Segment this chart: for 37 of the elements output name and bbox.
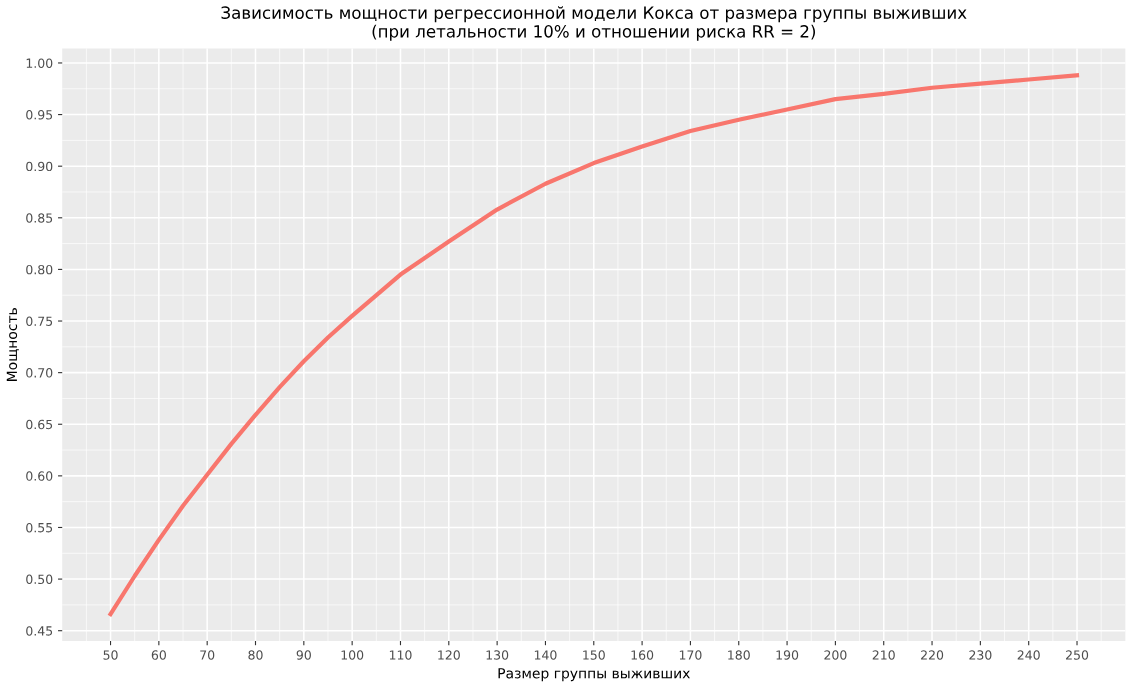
y-tick-label: 0.85 <box>26 213 53 223</box>
y-tick-label: 0.50 <box>26 574 53 585</box>
x-tick-label: 250 <box>1066 650 1089 660</box>
y-tick-label: 0.70 <box>26 368 53 378</box>
x-tick-label: 180 <box>728 650 750 660</box>
x-tick-label: 100 <box>341 650 364 660</box>
y-tick-label: 0.75 <box>26 316 53 326</box>
x-tick-label: 110 <box>389 650 412 660</box>
x-tick-label: 140 <box>534 650 557 660</box>
x-tick-label: 50 <box>103 650 118 660</box>
y-tick-label: 1.00 <box>26 58 53 68</box>
x-tick-label: 190 <box>776 650 799 660</box>
x-axis-title: Размер группы выживших <box>498 668 690 682</box>
x-tick-label: 160 <box>631 650 654 660</box>
y-tick-label: 0.90 <box>26 161 53 172</box>
y-tick-label: 0.55 <box>26 522 53 533</box>
x-tick-label: 170 <box>679 650 702 660</box>
x-tick-label: 200 <box>824 650 847 660</box>
x-tick-label: 120 <box>438 650 460 660</box>
y-tick-label: 0.45 <box>26 626 53 636</box>
x-tick-label: 90 <box>296 650 311 660</box>
y-tick-label: 0.65 <box>26 419 53 430</box>
x-tick-label: 150 <box>583 650 605 660</box>
y-tick-label: 0.80 <box>26 264 53 275</box>
y-axis-title: Мощность <box>6 308 19 381</box>
x-tick-label: 130 <box>486 650 509 660</box>
chart-title: Зависимость мощности регрессионной модели Кокса от размера группы выживших (при летальности 10% и отношении риска RR = 2) <box>221 6 967 41</box>
line-series <box>108 73 1080 617</box>
x-tick-label: 210 <box>872 650 895 660</box>
x-tick-label: 70 <box>200 650 215 660</box>
x-tick-label: 240 <box>1017 650 1040 660</box>
x-tick-label: 80 <box>248 650 263 660</box>
y-tick-label: 0.60 <box>26 471 53 481</box>
y-tick-label: 0.95 <box>26 110 53 120</box>
x-tick-label: 220 <box>921 650 944 660</box>
x-tick-label: 60 <box>151 650 166 660</box>
x-tick-label: 230 <box>969 650 992 660</box>
